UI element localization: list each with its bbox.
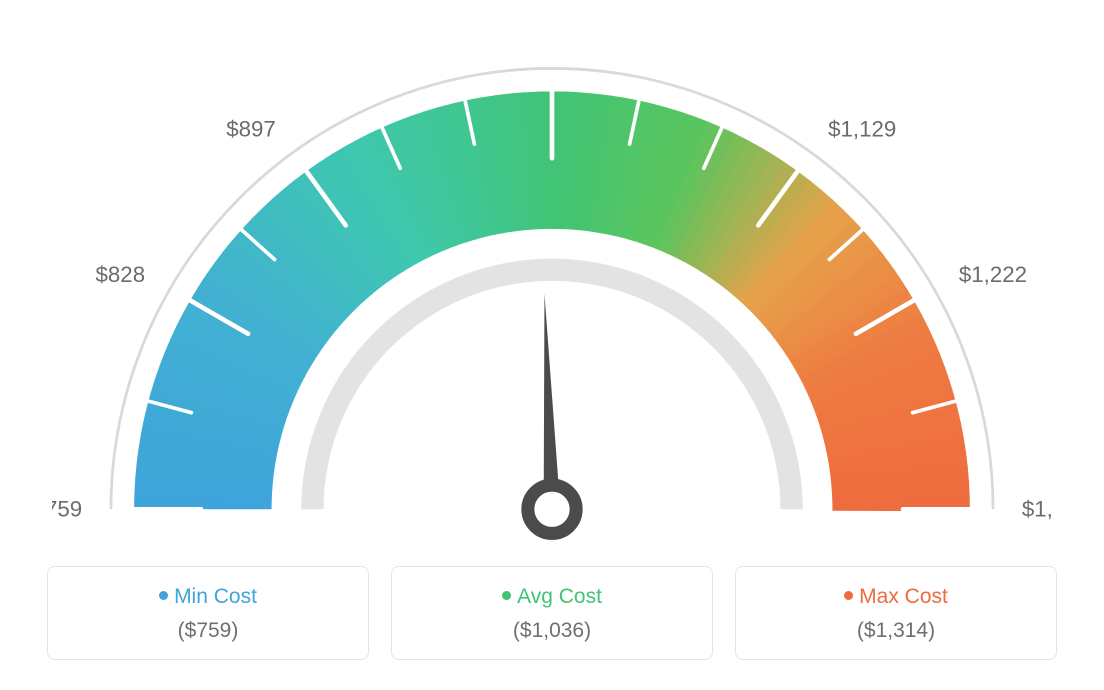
gauge-needle-hub — [528, 485, 576, 533]
gauge-needle — [544, 294, 561, 510]
legend-avg-title: Avg Cost — [402, 585, 702, 609]
legend-min: Min Cost ($759) — [47, 566, 369, 660]
legend-min-dot-icon — [159, 591, 168, 600]
legend-min-title-text: Min Cost — [174, 585, 257, 608]
legend-row: Min Cost ($759) Avg Cost ($1,036) Max Co… — [47, 566, 1057, 660]
gauge-tick-label: $1,129 — [828, 117, 896, 142]
legend-max-title-text: Max Cost — [859, 585, 948, 608]
gauge-svg: $759 $828 $897 $1,036 $1,129 $1,222 $1,314 — [52, 45, 1052, 565]
gauge-tick-label: $897 — [226, 117, 276, 142]
gauge: $759 $828 $897 $1,036 $1,129 $1,222 $1,314 — [52, 45, 1052, 565]
gauge-tick-label: $759 — [52, 497, 82, 522]
gauge-tick-label: $1,314 — [1022, 497, 1052, 522]
legend-avg-value: ($1,036) — [402, 619, 702, 643]
legend-max: Max Cost ($1,314) — [735, 566, 1057, 660]
gauge-tick-label: $828 — [96, 262, 146, 287]
legend-min-title: Min Cost — [58, 585, 358, 609]
gauge-tick-label: $1,036 — [518, 45, 586, 46]
gauge-tick-label: $1,222 — [959, 262, 1027, 287]
legend-avg-dot-icon — [502, 591, 511, 600]
legend-avg-title-text: Avg Cost — [517, 585, 602, 608]
legend-max-title: Max Cost — [746, 585, 1046, 609]
gauge-chart-container: $759 $828 $897 $1,036 $1,129 $1,222 $1,314 Min… — [0, 0, 1104, 690]
legend-avg: Avg Cost ($1,036) — [391, 566, 713, 660]
legend-max-dot-icon — [844, 591, 853, 600]
legend-max-value: ($1,314) — [746, 619, 1046, 643]
legend-min-value: ($759) — [58, 619, 358, 643]
gauge-group: $759 $828 $897 $1,036 $1,129 $1,222 $1,314 — [52, 45, 1052, 533]
